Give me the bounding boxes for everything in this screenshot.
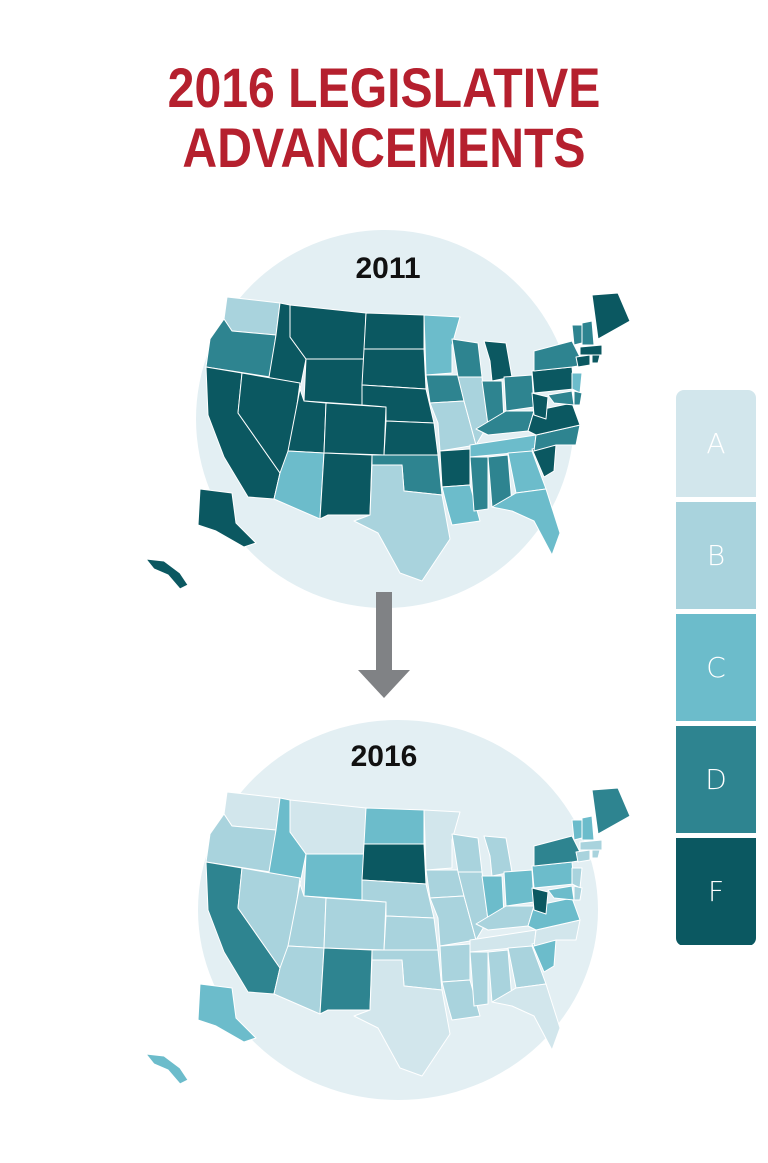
map2011-state-az [273,450,325,520]
map2016-state-de [573,885,583,901]
map2011-state-co [323,402,387,456]
map-2011-us-states [145,292,631,590]
infographic-title: 2016 LEGISLATIVE ADVANCEMENTS [54,58,714,178]
map2011-state-md [547,390,575,406]
map2016-state-me [591,787,631,835]
map2016-state-nh [581,815,595,841]
map2016-state-oh [503,869,535,907]
map2011-state-ny [533,340,585,372]
map2011-state-la [441,484,481,526]
map2016-state-ri [591,849,601,859]
map2016-state-sd [361,843,427,885]
map2011-state-mi [483,340,513,382]
map-2011-year-label: 2011 [355,252,421,285]
map2016-state-az [273,945,325,1015]
map2011-state-mo [429,400,477,452]
map2016-state-wv [531,887,549,915]
map2011-state-ar [439,448,471,488]
map2011-state-wv [531,392,549,420]
map2016-state-mt [289,799,367,855]
legend-grade-f: F [676,833,756,945]
map-2016-us-states [145,787,631,1085]
map2011-state-oh [503,374,535,412]
map2011-state-wy [303,358,365,406]
map2016-state-vt [571,819,583,841]
map2016-state-ny [533,835,585,867]
map2016-state-ma [579,839,603,851]
map2016-state-co [323,897,387,951]
map2016-state-wa [223,791,281,831]
map2016-state-ms [469,951,489,1007]
map2011-state-nj [571,372,583,394]
map2011-state-vt [571,324,583,346]
map2011-state-ma [579,344,603,356]
map2011-state-me [591,292,631,340]
map2011-state-hi [145,558,189,590]
map2016-state-wi [451,833,483,873]
map2011-state-wa [223,296,281,336]
map2016-state-ks [383,915,439,951]
map2011-state-nd [363,312,425,350]
legend-grade-b: B [676,497,756,609]
map2016-state-nd [363,807,425,845]
grade-legend: A B C D F [676,390,756,946]
map2011-state-nh [581,320,595,346]
map2011-state-mn [423,314,461,376]
map2011-state-wi [451,338,483,378]
map2016-state-fl [491,983,561,1051]
map2011-state-mt [289,304,367,360]
map2016-state-hi [145,1053,189,1085]
title-line-2: ADVANCEMENTS [182,116,586,179]
title-line-1: 2016 LEGISLATIVE [167,56,601,119]
legend-grade-d: D [676,721,756,833]
map2011-state-ri [591,354,601,364]
map2011-state-ct [575,354,591,368]
map2016-state-md [547,885,575,901]
map2016-state-ak [197,983,257,1043]
map2016-state-nm [319,947,373,1015]
map2016-state-nj [571,867,583,889]
map2016-state-wy [303,853,365,901]
legend-grade-a: A [676,390,756,497]
legend-grade-c: C [676,609,756,721]
map2016-state-ar [439,943,471,983]
map-2016-year-label: 2016 [350,740,418,773]
map2011-state-fl [491,488,561,556]
map2016-state-la [441,979,481,1021]
map2016-state-mn [423,809,461,871]
map2011-state-ks [383,420,439,456]
map2011-state-de [573,390,583,406]
map2016-state-ct [575,849,591,863]
map2016-state-mi [483,835,513,877]
map2011-state-tx [353,464,451,582]
map2016-state-mo [429,895,477,947]
map2011-state-ms [469,456,489,512]
map2011-state-nm [319,452,373,520]
down-arrow-icon [358,592,410,698]
map2011-state-ak [197,488,257,548]
map2011-state-sd [361,348,427,390]
map2016-state-tx [353,959,451,1077]
